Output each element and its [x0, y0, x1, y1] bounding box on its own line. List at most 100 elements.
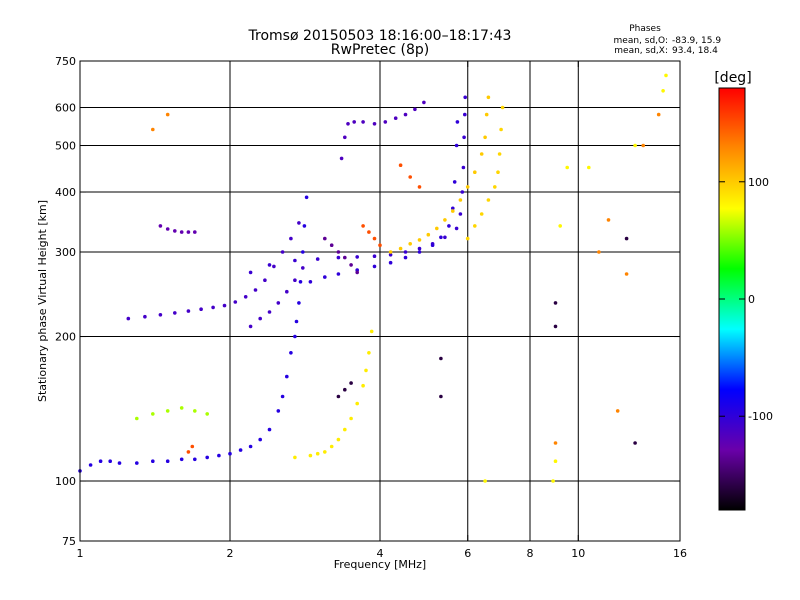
data-point [624, 272, 629, 276]
data-point [165, 409, 170, 413]
data-point [165, 227, 170, 231]
data-point [553, 441, 558, 445]
x-tick-label: 1 [77, 547, 84, 560]
data-point [473, 224, 477, 228]
data-point [558, 224, 562, 228]
stats-x-values: 93.4, 18.4 [672, 46, 718, 56]
colorbar-label: [deg] [714, 70, 751, 86]
y-tick-label: 100 [55, 475, 76, 488]
data-point [179, 406, 184, 410]
data-point [289, 351, 293, 355]
data-point [143, 314, 147, 319]
data-point [289, 236, 293, 241]
data-point [301, 250, 305, 254]
data-point [315, 257, 320, 261]
data-point [304, 195, 309, 200]
data-point [151, 127, 155, 132]
data-point [280, 394, 285, 399]
data-point [465, 236, 470, 241]
data-point [479, 152, 484, 156]
data-point [165, 459, 170, 464]
data-point [186, 450, 191, 454]
data-point [117, 461, 122, 465]
data-point [565, 165, 569, 170]
data-point [302, 224, 307, 228]
data-point [329, 444, 334, 449]
data-point [486, 95, 491, 100]
data-point [355, 255, 360, 259]
chart-subtitle: RwPretec (8p) [331, 42, 429, 58]
data-point [587, 165, 591, 170]
data-point [205, 412, 209, 416]
data-point [293, 278, 297, 283]
data-point [422, 100, 426, 105]
data-point [343, 427, 347, 432]
data-point [158, 313, 163, 317]
data-point [179, 457, 184, 462]
data-point [664, 73, 668, 78]
data-point [388, 260, 393, 265]
data-point [493, 185, 497, 189]
x-tick-label: 6 [464, 547, 471, 560]
data-point [454, 226, 459, 231]
colorbar-tick-label: 100 [748, 176, 769, 189]
y-tick-label: 300 [55, 246, 76, 259]
data-point [461, 165, 466, 170]
data-point [443, 235, 447, 240]
data-point [641, 143, 645, 148]
data-point [403, 255, 408, 260]
data-point [369, 329, 374, 334]
data-point [486, 198, 491, 202]
data-point [553, 324, 558, 329]
data-point [403, 250, 408, 254]
data-point [439, 356, 443, 361]
data-point [553, 459, 558, 464]
data-point [205, 455, 209, 460]
y-axis-label: Stationary phase Virtual Height [km] [36, 200, 49, 402]
data-point [301, 266, 305, 270]
data-point [417, 246, 422, 251]
data-point [465, 185, 470, 189]
data-point [398, 246, 403, 251]
data-point [108, 459, 112, 464]
data-point [361, 120, 365, 124]
data-point [173, 311, 177, 315]
stats-box: Phases mean, sd,O: -83.9, 15.9 mean, sd,… [614, 24, 722, 56]
data-point [258, 437, 263, 442]
data-point [346, 122, 350, 126]
data-point [352, 120, 357, 124]
data-point [199, 307, 203, 312]
data-point [463, 112, 467, 117]
data-point [343, 255, 347, 260]
data-point [378, 243, 382, 247]
data-point [413, 107, 417, 112]
data-point [462, 135, 466, 140]
data-point [417, 238, 422, 242]
data-point [248, 270, 253, 275]
data-point [455, 120, 460, 124]
data-point [372, 122, 377, 126]
y-tick-label: 600 [55, 102, 76, 115]
data-point [285, 289, 289, 294]
data-point [439, 394, 443, 399]
data-point [329, 243, 334, 247]
data-point [193, 230, 197, 234]
data-point [336, 437, 341, 442]
colorbar-tick-label: 0 [748, 293, 755, 306]
data-point [151, 412, 155, 416]
data-point [398, 163, 403, 167]
data-point [276, 301, 281, 305]
x-tick-label: 4 [377, 547, 384, 560]
data-point [186, 230, 191, 234]
data-point [426, 232, 431, 237]
data-point [349, 381, 353, 385]
x-axis-label: Frequency [MHz] [334, 558, 426, 571]
data-point [165, 112, 170, 117]
colorbar-ticks: 100 0 -100 [719, 176, 773, 423]
data-point [388, 250, 393, 254]
data-point [186, 309, 191, 313]
data-point [233, 300, 238, 304]
data-point [452, 180, 457, 184]
data-point [372, 254, 377, 258]
